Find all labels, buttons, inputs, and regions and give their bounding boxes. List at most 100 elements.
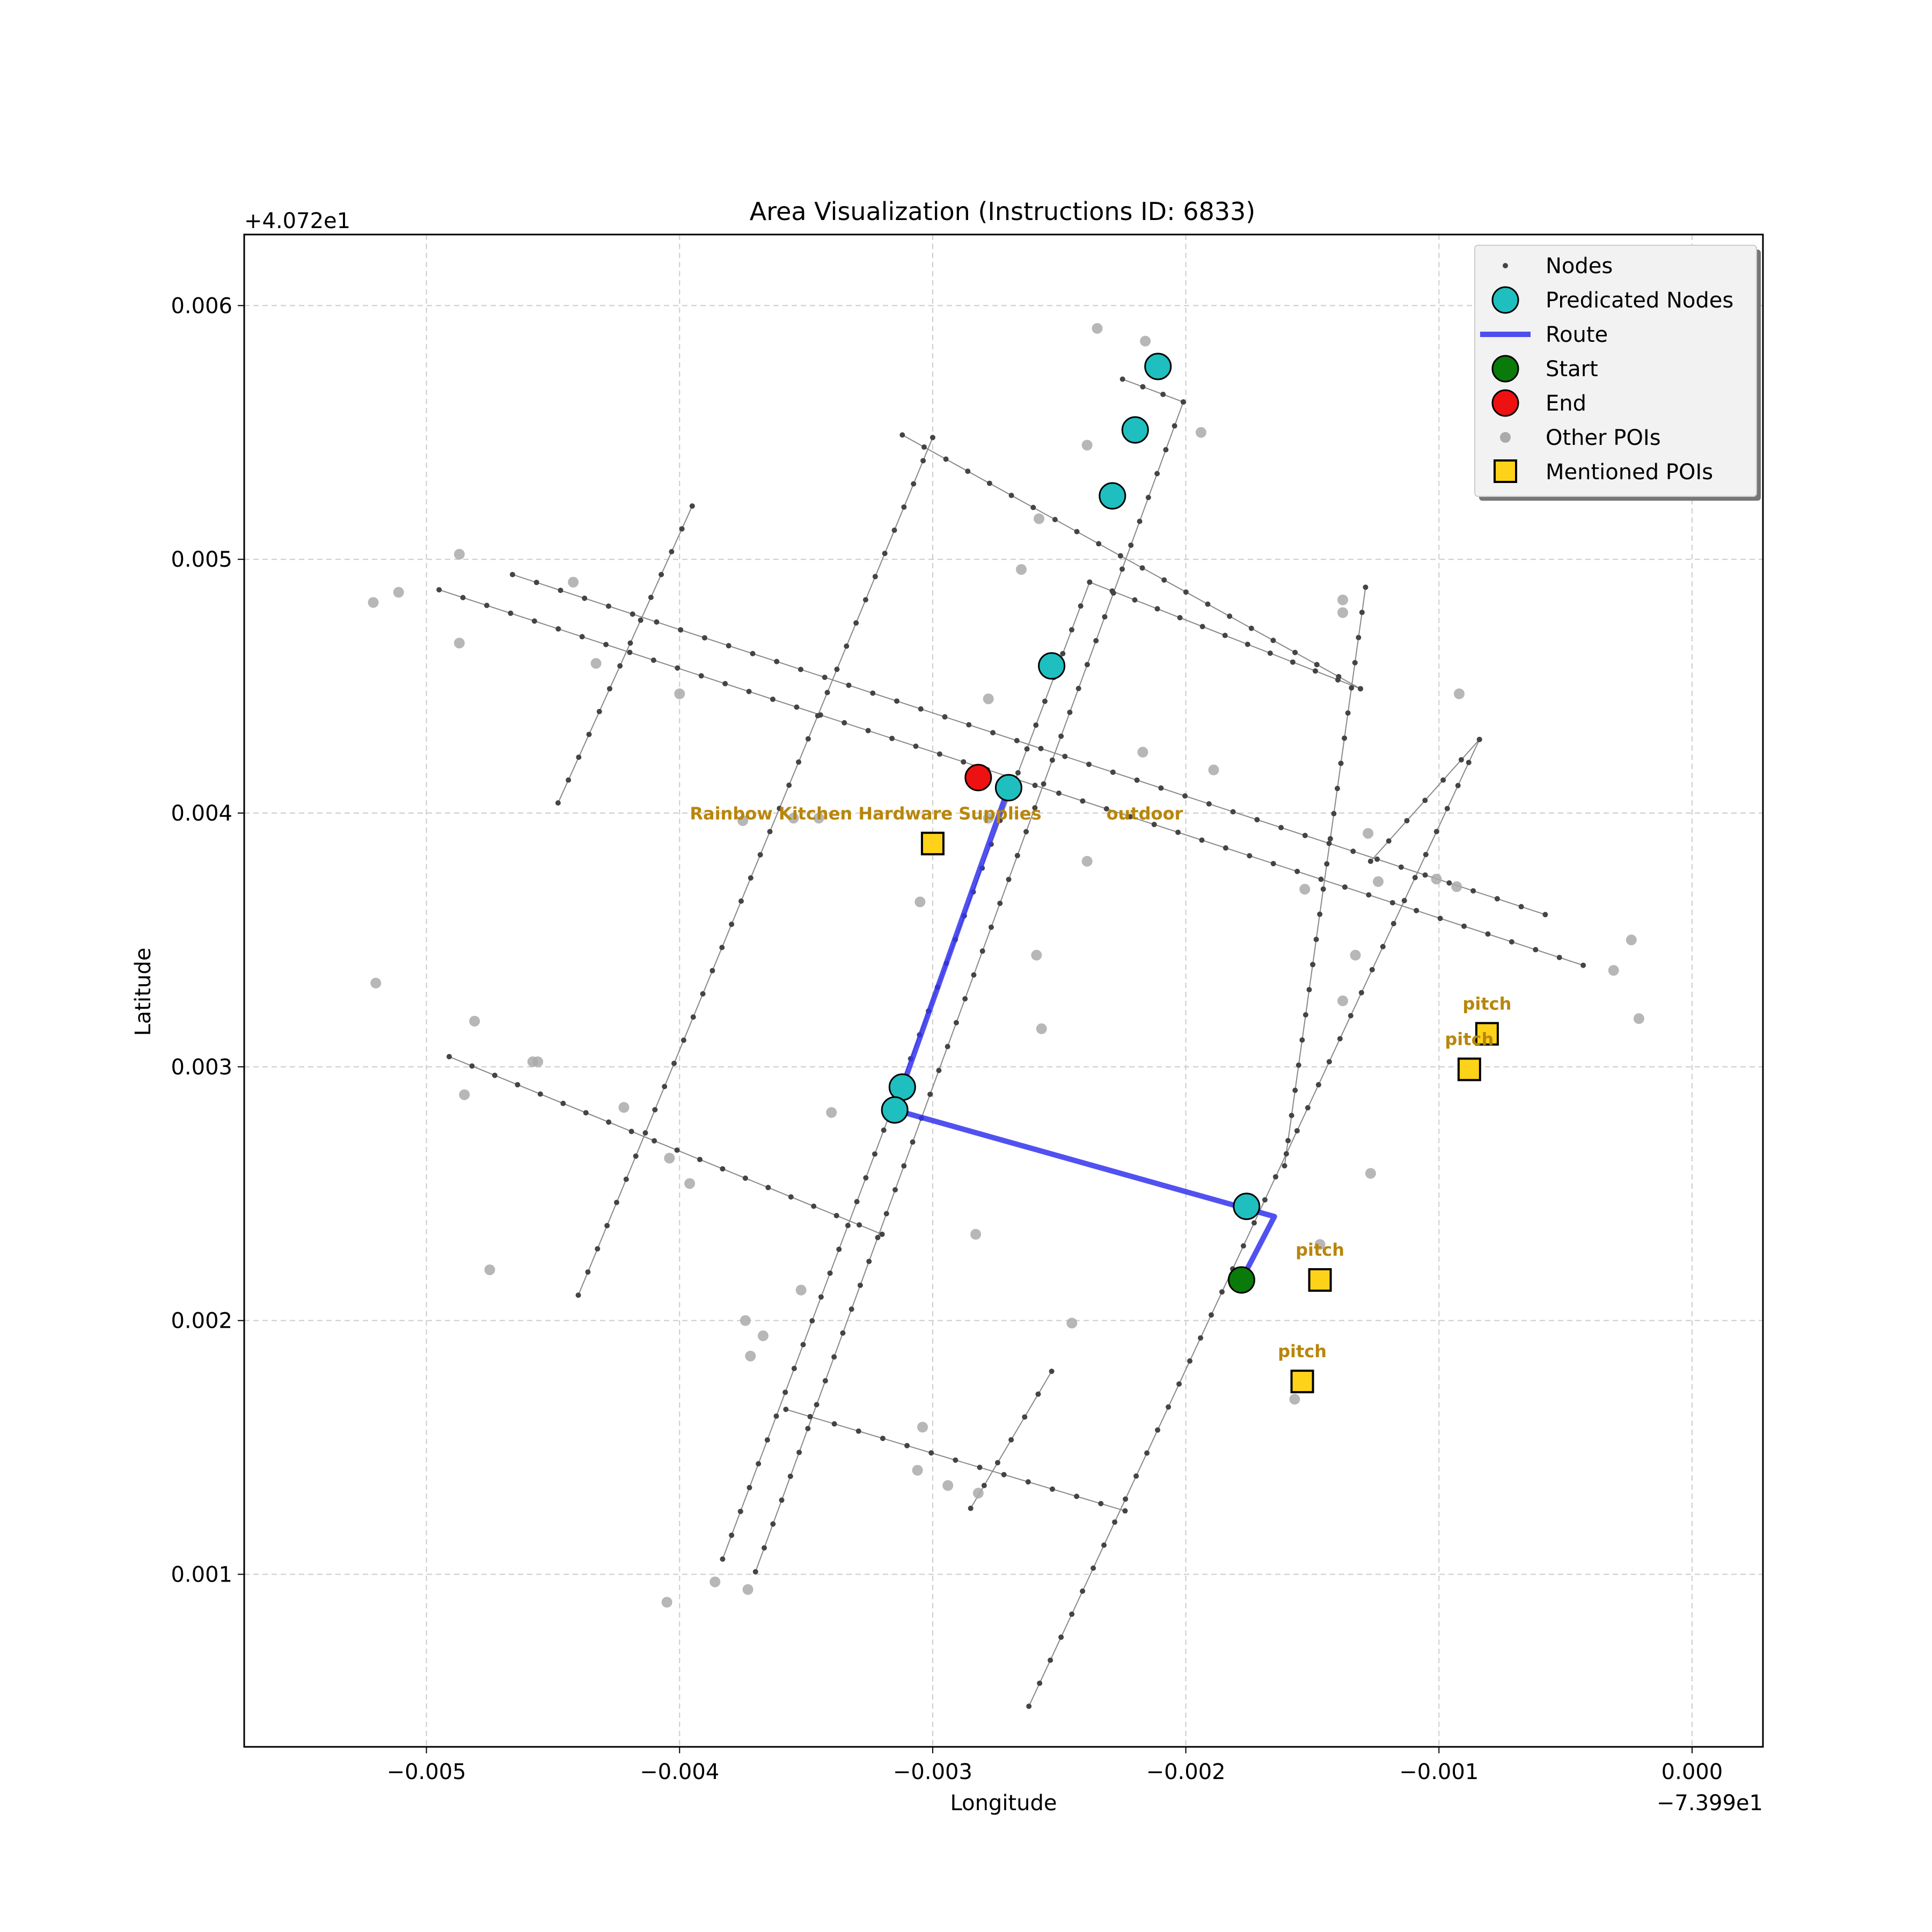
street-node: [1342, 884, 1348, 890]
predicted-node: [888, 1073, 916, 1101]
street-node: [901, 1163, 907, 1169]
predicted-node: [1233, 1192, 1261, 1220]
other-poi: [1350, 949, 1361, 961]
start-end-markers: [964, 764, 1255, 1294]
x-tick-label: −0.004: [640, 1760, 719, 1784]
street-node: [1349, 685, 1355, 691]
street-node: [894, 698, 900, 704]
street-node: [1433, 829, 1439, 835]
mentioned-poi-label: Rainbow Kitchen Hardware Supplies: [690, 803, 1041, 824]
street-node: [1140, 384, 1146, 390]
street-node: [1466, 759, 1472, 765]
mentioned-poi-label: outdoor: [1107, 803, 1183, 824]
street-node: [1391, 921, 1396, 927]
other-poi: [983, 693, 994, 705]
street-node: [965, 469, 971, 474]
street-node: [700, 991, 706, 997]
street-node: [1154, 471, 1160, 477]
street-node: [1324, 861, 1330, 867]
street-node: [1476, 736, 1482, 742]
street-node: [1374, 857, 1380, 862]
street-node: [1299, 1037, 1305, 1043]
street-node: [604, 1223, 610, 1228]
street-node: [800, 1342, 806, 1348]
predicted-node: [881, 1096, 909, 1124]
street-node: [1074, 1494, 1080, 1499]
street-node: [1038, 745, 1044, 751]
street-node: [981, 1482, 987, 1488]
street-node: [509, 572, 515, 577]
other-poi: [393, 587, 404, 598]
street-node: [921, 444, 927, 450]
other-poi: [1337, 607, 1349, 618]
street-node: [603, 641, 609, 647]
street-node: [1366, 892, 1372, 898]
street-node: [576, 755, 582, 760]
street-node: [555, 800, 561, 806]
other-poi: [737, 815, 749, 826]
street-node: [582, 595, 588, 601]
street-node: [1199, 624, 1205, 630]
street-node: [818, 1294, 824, 1300]
street-node: [1358, 686, 1364, 692]
street-node: [1348, 1013, 1353, 1019]
street-segment: [557, 506, 693, 803]
street-node: [770, 1521, 776, 1527]
street-node: [1098, 1501, 1104, 1506]
other-poi: [1633, 1013, 1644, 1024]
street-node: [1262, 1197, 1268, 1203]
street-node: [1240, 1243, 1246, 1249]
street-node: [1103, 806, 1109, 812]
street-node: [1119, 376, 1125, 382]
street-node: [1080, 798, 1086, 804]
street-node: [675, 665, 680, 671]
street-node: [1199, 837, 1205, 843]
street-node: [857, 1222, 862, 1228]
street-node: [1049, 757, 1055, 763]
street-node: [863, 597, 869, 603]
street-node: [1270, 638, 1276, 643]
other-poi: [1363, 828, 1374, 839]
street-node: [748, 875, 753, 881]
street-node: [1310, 962, 1316, 968]
other-poi: [826, 1107, 837, 1118]
street-node: [815, 713, 821, 719]
street-node: [1219, 1289, 1225, 1295]
other-poi: [1016, 564, 1027, 575]
street-node: [1222, 633, 1228, 639]
other-poi: [618, 1102, 630, 1113]
legend-predicted-label: Predicated Nodes: [1546, 288, 1733, 313]
other-poi: [453, 548, 465, 560]
street-node: [774, 658, 780, 664]
street-node: [1359, 610, 1365, 616]
other-poi: [1337, 995, 1349, 1006]
other-poi: [1451, 881, 1462, 892]
street-node: [1422, 797, 1428, 803]
other-poi: [370, 977, 382, 989]
mentioned-poi-label: pitch: [1296, 1240, 1344, 1260]
street-node: [770, 697, 775, 702]
street-node: [834, 667, 840, 672]
other-poi: [1431, 873, 1442, 884]
street-node: [1133, 1473, 1139, 1479]
x-axis-label: Longitude: [950, 1791, 1057, 1816]
street-node: [1317, 911, 1323, 917]
street-node: [822, 675, 828, 680]
street-node: [1206, 801, 1212, 807]
street-node: [994, 1460, 1000, 1466]
street-node: [788, 1194, 794, 1200]
other-poi: [795, 1284, 807, 1296]
street-node: [942, 714, 948, 720]
other-poi: [1081, 855, 1093, 867]
street-node: [652, 1107, 658, 1113]
street-node: [1172, 423, 1177, 429]
y-tick-label: 0.002: [171, 1309, 232, 1334]
street-node: [531, 618, 537, 624]
street-node: [796, 1450, 802, 1455]
street-node: [1326, 1059, 1332, 1065]
street-node: [918, 706, 924, 712]
other-poi: [1195, 427, 1206, 438]
street-node: [1455, 782, 1461, 788]
street-node: [880, 1436, 885, 1441]
other-poi: [484, 1264, 495, 1276]
